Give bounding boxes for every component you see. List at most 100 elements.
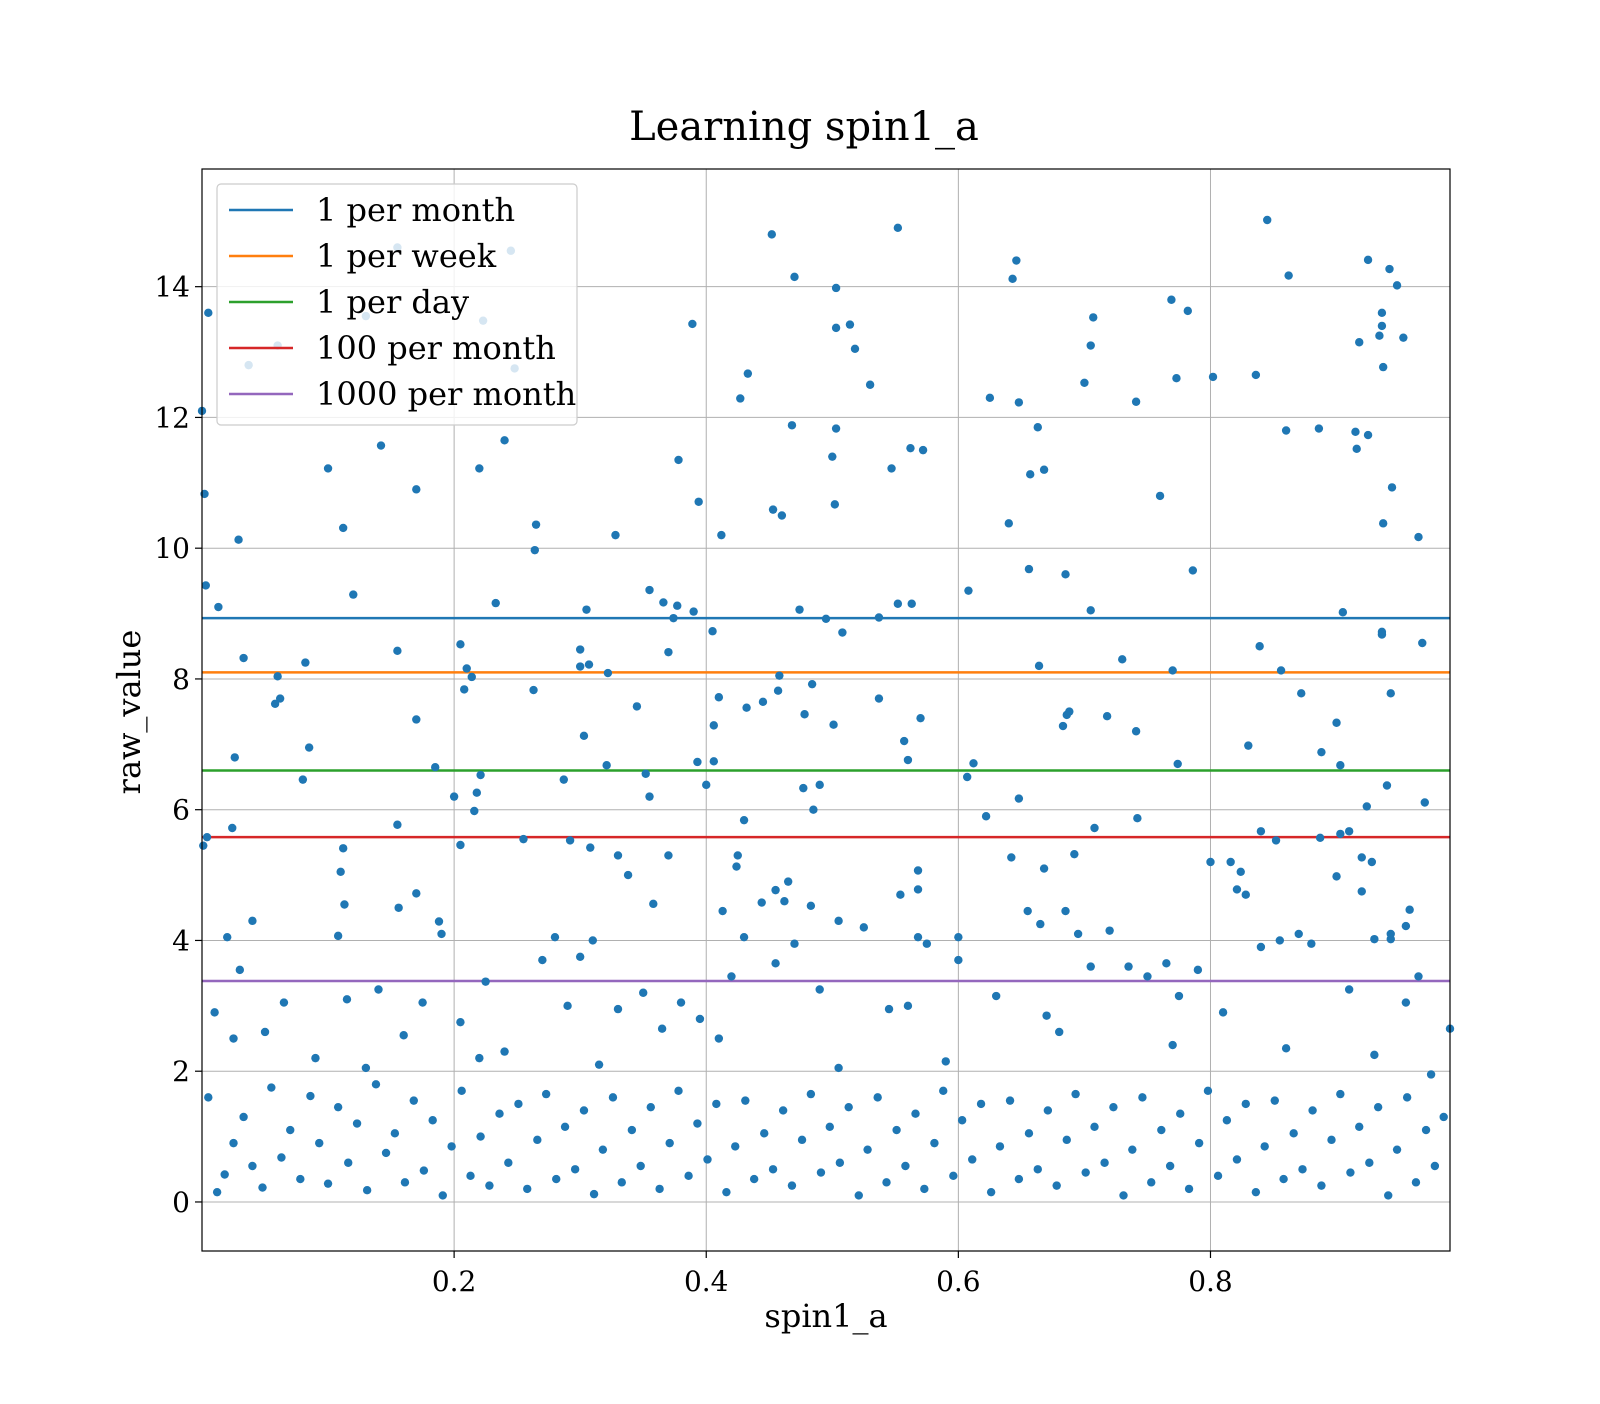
scatter-point	[248, 916, 257, 926]
scatter-point	[602, 761, 611, 770]
y-axis-label: raw_value	[110, 630, 148, 795]
scatter-point	[1344, 827, 1354, 836]
scatter-point	[565, 836, 575, 845]
scatter-point	[349, 590, 358, 599]
scatter-point	[1251, 1187, 1261, 1197]
scatter-point	[552, 1174, 561, 1184]
scatter-point	[800, 710, 809, 719]
scatter-point	[815, 985, 824, 994]
scatter-point	[1061, 570, 1070, 579]
scatter-point	[913, 932, 923, 942]
scatter-point	[807, 679, 817, 689]
scatter-point	[586, 843, 595, 852]
scatter-point	[559, 775, 568, 784]
scatter-point	[1256, 827, 1266, 836]
scatter-point	[1414, 972, 1423, 981]
scatter-point	[673, 601, 682, 610]
scatter-point	[333, 931, 343, 941]
scatter-point	[361, 1063, 371, 1073]
scatter-point	[1039, 465, 1049, 474]
scatter-point	[1081, 1168, 1090, 1177]
scatter-point	[844, 1102, 853, 1112]
legend-label: 1 per day	[316, 283, 469, 321]
scatter-point	[273, 672, 282, 681]
scatter-point	[865, 380, 875, 389]
scatter-point	[579, 1106, 589, 1115]
scatter-point	[434, 917, 444, 926]
scatter-point	[1206, 857, 1215, 867]
scatter-point	[913, 866, 923, 875]
scatter-point	[778, 1106, 788, 1115]
scatter-point	[693, 1119, 702, 1128]
scatter-point	[760, 1129, 769, 1138]
scatter-point	[1244, 741, 1253, 750]
scatter-point	[1263, 215, 1272, 225]
scatter-point	[954, 955, 963, 965]
scatter-point	[500, 436, 509, 445]
scatter-point	[922, 939, 932, 948]
scatter-point	[732, 862, 741, 871]
scatter-point	[834, 916, 843, 926]
scatter-point	[1203, 1086, 1213, 1096]
scatter-point	[1308, 1106, 1317, 1115]
scatter-point	[714, 1034, 724, 1043]
scatter-point	[279, 998, 289, 1007]
scatter-point	[338, 523, 348, 533]
scatter-point	[1387, 483, 1397, 492]
scatter-point	[393, 646, 402, 656]
scatter-point	[665, 1138, 674, 1148]
scatter-point	[381, 1148, 391, 1158]
scatter-point	[333, 1102, 343, 1112]
scatter-point	[1418, 638, 1427, 648]
scatter-point	[475, 1053, 484, 1063]
scatter-point	[399, 1031, 408, 1040]
scatter-point	[210, 1008, 219, 1017]
scatter-point	[1241, 1099, 1250, 1109]
scatter-point	[589, 1189, 599, 1199]
scatter-point	[362, 1185, 372, 1195]
scatter-points	[197, 215, 1455, 1200]
scatter-point	[986, 1187, 996, 1197]
scatter-point	[1232, 885, 1242, 894]
scatter-point	[409, 1096, 418, 1105]
scatter-point	[199, 841, 208, 850]
scatter-point	[1155, 491, 1165, 501]
scatter-point	[632, 702, 642, 711]
scatter-point	[296, 1174, 305, 1184]
scatter-point	[968, 1155, 977, 1164]
scatter-point	[1386, 929, 1395, 939]
scatter-point	[376, 441, 386, 450]
scatter-point	[949, 1171, 958, 1181]
y-tick-label: 2	[172, 1055, 190, 1088]
scatter-point	[831, 323, 841, 333]
scatter-point	[1382, 781, 1392, 790]
scatter-point	[874, 613, 884, 622]
scatter-point	[608, 1093, 618, 1102]
scatter-point	[204, 308, 213, 318]
scatter-point	[475, 464, 484, 473]
legend-label: 1 per month	[316, 191, 515, 229]
scatter-point	[456, 1017, 465, 1027]
scatter-point	[1014, 1174, 1024, 1184]
scatter-point	[214, 602, 223, 612]
scatter-point	[787, 421, 797, 430]
scatter-point	[863, 1145, 872, 1154]
scatter-point	[941, 1057, 950, 1066]
scatter-point	[664, 851, 673, 860]
scatter-point	[1172, 374, 1181, 383]
scatter-point	[727, 972, 736, 981]
scatter-point	[229, 1034, 238, 1043]
scatter-point	[500, 1047, 509, 1056]
scatter-point	[239, 1112, 248, 1122]
scatter-point	[1362, 802, 1372, 811]
scatter-point	[831, 283, 841, 293]
scatter-point	[456, 840, 465, 850]
y-axis-ticks: 0 2 4 6 8 10 12 14	[154, 271, 202, 1219]
scatter-point	[1176, 1109, 1185, 1118]
scatter-point	[1026, 470, 1035, 479]
x-tick-label: 0.2	[432, 1265, 477, 1298]
scatter-point	[1024, 1129, 1034, 1138]
scatter-point	[1194, 1138, 1204, 1148]
scatter-point	[639, 988, 648, 997]
scatter-point	[457, 1086, 466, 1096]
